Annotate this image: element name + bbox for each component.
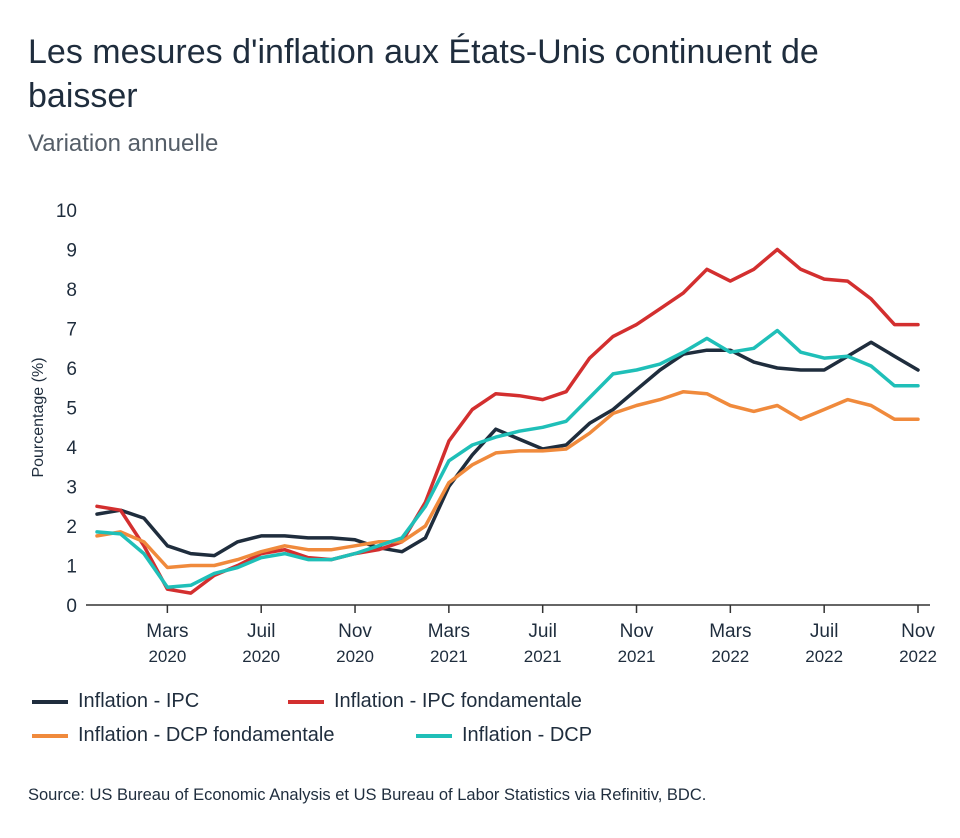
legend-item: Inflation - IPC fondamentale [288,690,582,713]
legend-label: Inflation - IPC [78,690,200,712]
series-line-4 [95,328,920,589]
x-tick-label: Juil [528,621,557,642]
y-tick-label: 10 [56,201,77,222]
y-tick-label: 6 [66,359,77,380]
x-tick-label: Nov [620,621,654,642]
line-chart: 0 1 2 3 4 5 6 7 8 9 10 Mars 2020 Juil 2020 Nov 2020 Mars 2… [30,201,937,666]
legend-item: Inflation - IPC [32,690,199,713]
x-tick-label: Mars [709,621,751,642]
x-tick-year-label: 2020 [148,647,186,666]
x-tick-year-label: 2021 [524,647,562,666]
y-tick-label: 5 [66,399,77,420]
series-line-3 [95,389,920,570]
legend-label: Inflation - DCP fondamentale [78,724,335,746]
legend-label: Inflation - IPC fondamentale [334,690,582,712]
x-tick-year-label: 2022 [711,647,749,666]
legend-swatch [32,733,68,738]
y-tick-label: 1 [66,557,77,578]
y-tick-label: 2 [66,517,77,538]
y-axis-title: Pourcentage (%) [30,357,47,477]
x-tick-label: Nov [901,621,935,642]
y-tick-label: 7 [66,320,77,341]
x-tick-label: Juil [247,621,276,642]
legend-label: Inflation - DCP [462,724,593,746]
y-tick-label: 9 [66,241,77,262]
x-tick-year-label: 2021 [430,647,468,666]
x-tick-year-label: 2022 [805,647,843,666]
legend-item: Inflation - DCP [416,724,592,747]
series-line-2 [95,247,920,595]
source-note: Source: US Bureau of Economic Analysis e… [28,786,707,804]
y-tick-label: 0 [66,596,77,617]
x-tick-label: Mars [146,621,188,642]
legend-swatch [416,733,452,738]
chart-subtitle: Variation annuelle [28,130,219,157]
x-tick-label: Juil [810,621,839,642]
y-tick-label: 3 [66,478,77,499]
y-tick-label: 8 [66,280,77,301]
legend-swatch [288,699,324,704]
x-tick-year-label: 2020 [336,647,374,666]
x-tick-label: Mars [428,621,470,642]
x-tick-year-label: 2020 [242,647,280,666]
chart-title: Les mesures d'inflation aux États-Unis c… [28,33,819,115]
x-tick-label: Nov [338,621,372,642]
legend-item: Inflation - DCP fondamentale [32,724,334,747]
legend-swatch [32,699,68,704]
series-line-1 [95,340,920,558]
x-tick-year-label: 2021 [618,647,656,666]
x-tick-year-label: 2022 [899,647,937,666]
y-tick-label: 4 [66,438,77,459]
